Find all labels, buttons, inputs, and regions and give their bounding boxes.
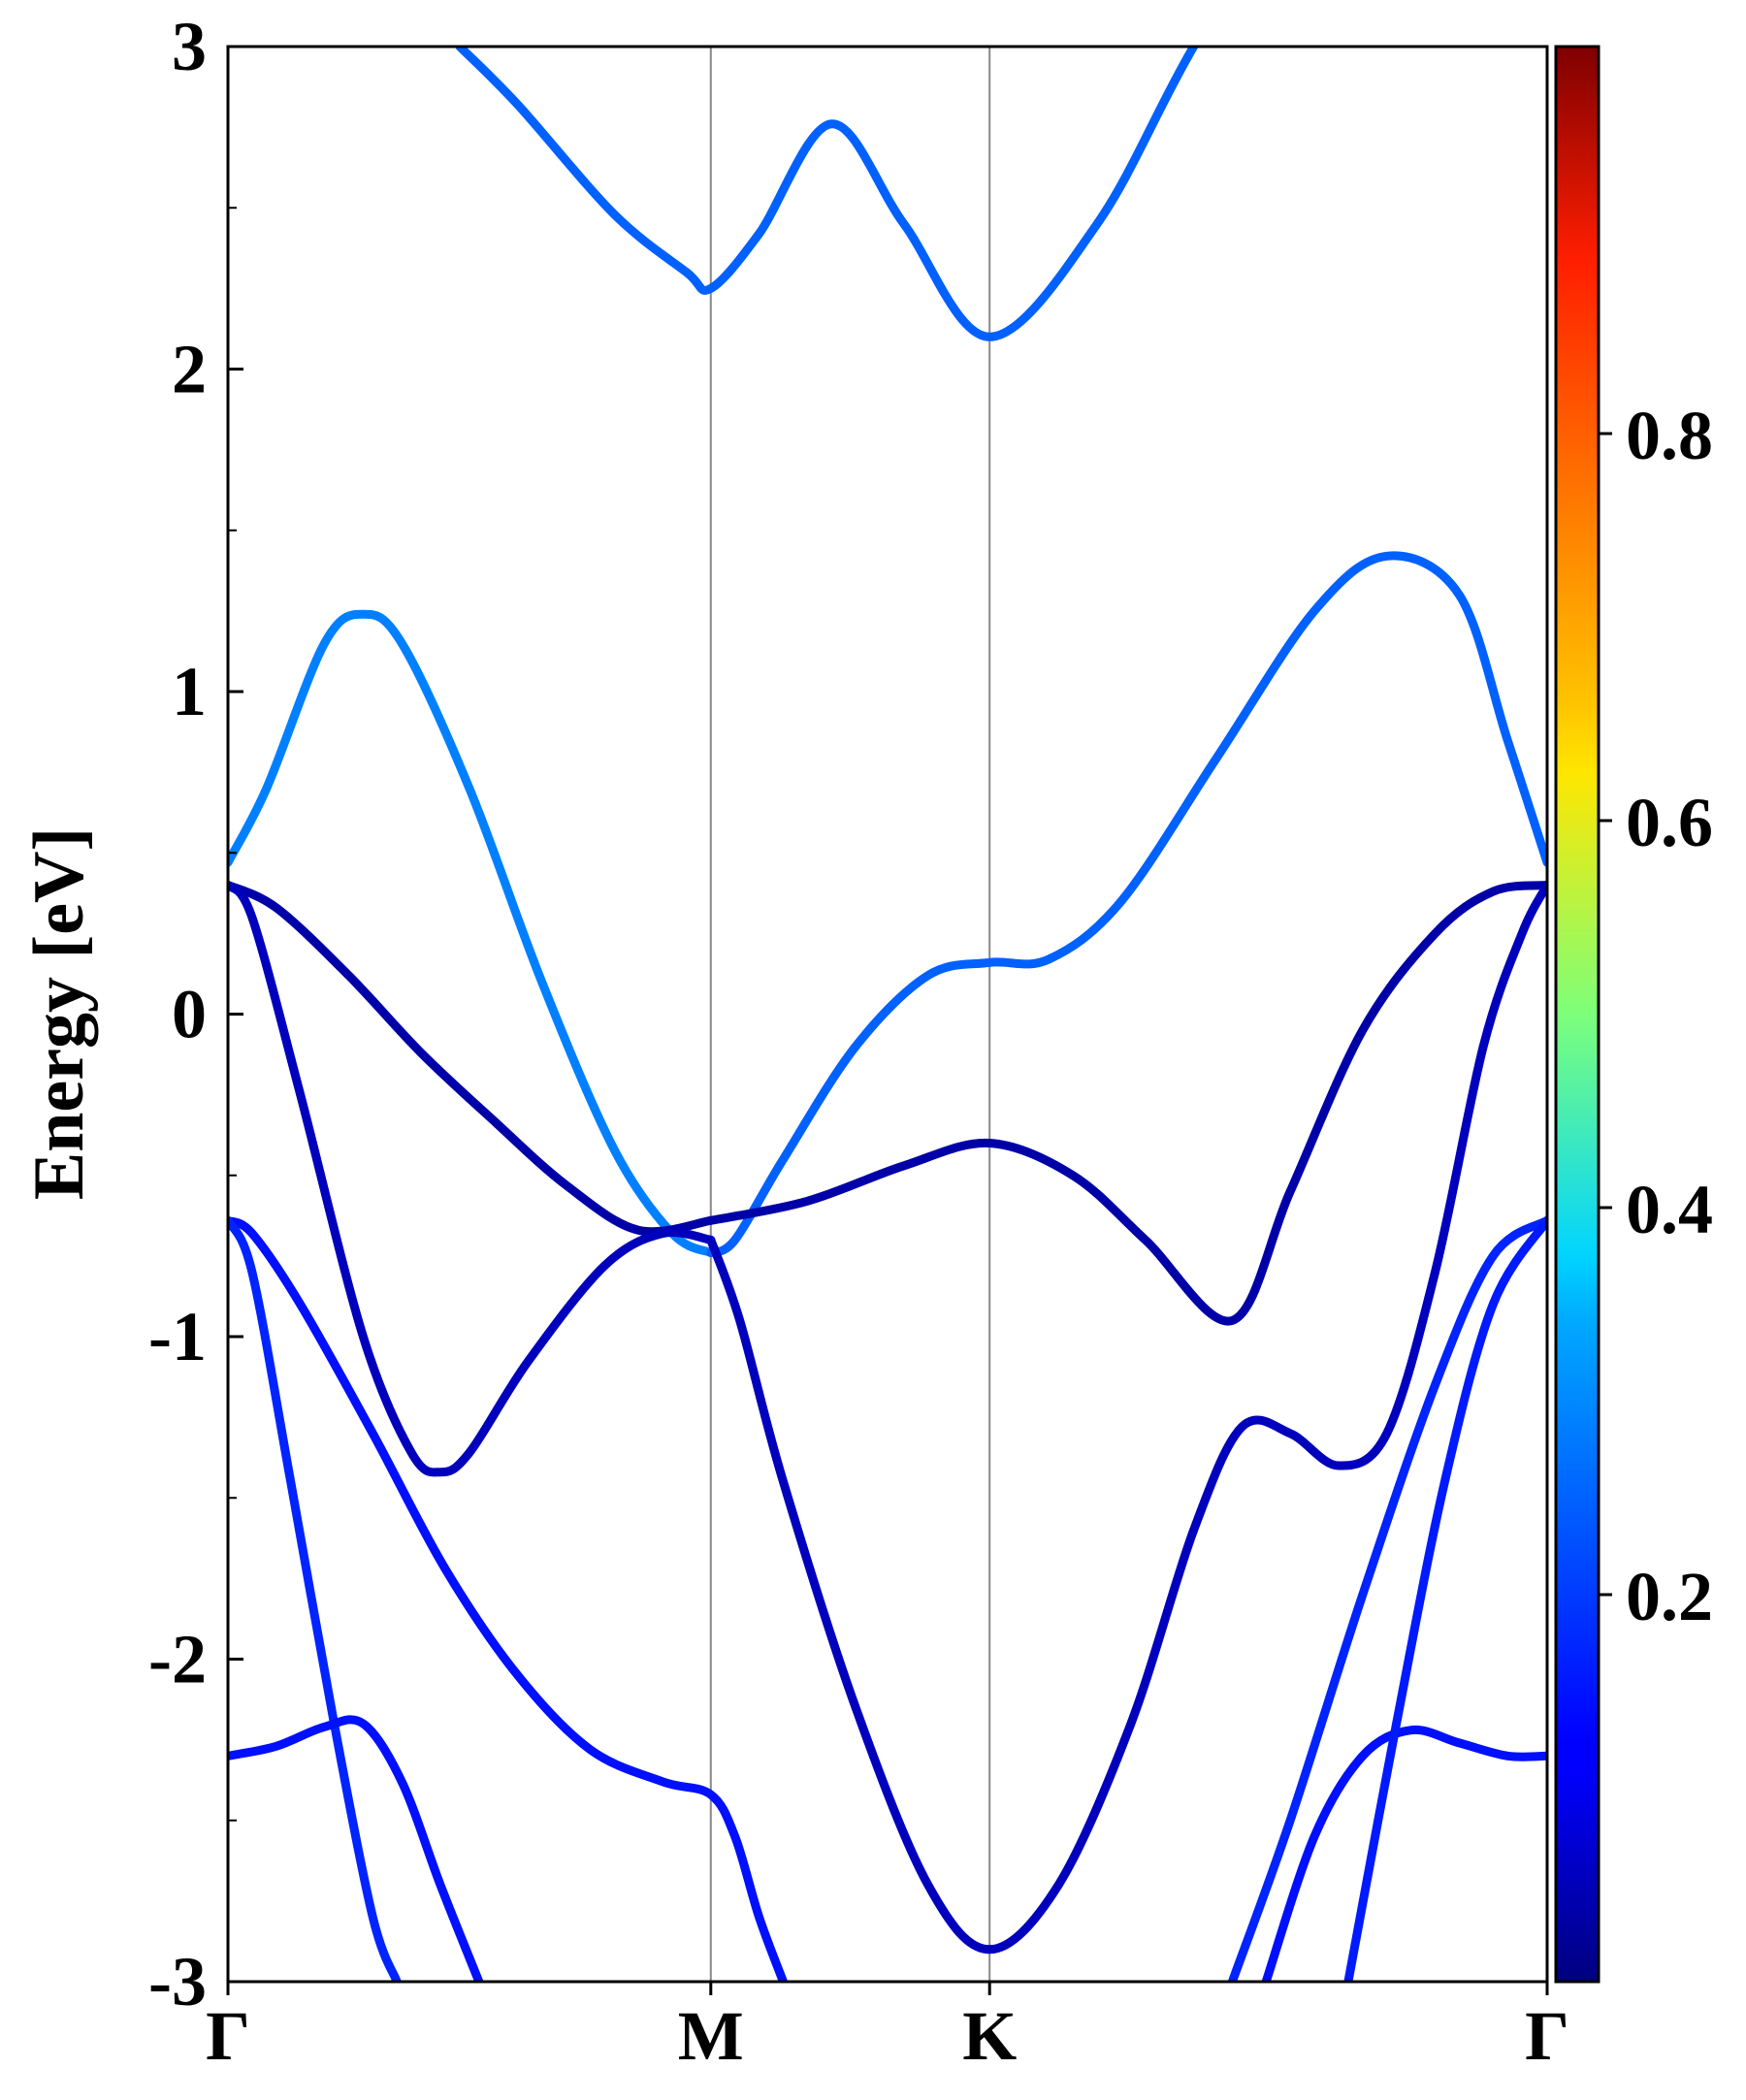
bands [228,47,1547,1982]
colorbar: 0.2 0.4 0.6 0.8 [1554,45,1713,1984]
band-line-8 [228,1215,788,1982]
colorbar-gradient [1554,45,1600,1984]
high-symmetry-lines [709,47,991,1982]
band-line-4 [228,881,716,1237]
y-axis: -3 -2 -1 0 1 2 3 [148,8,243,2020]
colorbar-tick-label: 0.8 [1626,397,1713,474]
y-tick-label: 0 [172,976,207,1053]
colorbar-tick-label: 0.6 [1626,784,1713,861]
band-line-7 [706,881,1547,1955]
band-line-1 [455,47,1199,341]
y-tick-label: 1 [172,653,207,730]
band-line-9 [228,1215,402,1982]
colorbar-tick-label: 0.2 [1626,1558,1713,1635]
band-line-5 [706,881,1547,1326]
x-tick-label: M [678,1997,744,2075]
band-line-2 [228,609,716,1258]
x-tick-label: K [962,1997,1017,2075]
y-axis-label: Energy [eV] [19,827,99,1200]
y-tick-label: -2 [148,1621,207,1698]
band-line-10 [228,1715,484,1982]
colorbar-ticks: 0.2 0.4 0.6 0.8 [1599,397,1713,1635]
band-line-6 [228,881,716,1477]
colorbar-tick-label: 0.4 [1626,1171,1713,1248]
y-tick-label: 3 [172,8,207,85]
band-line-13 [1343,1215,1547,1982]
x-tick-label: Γ [1525,1997,1569,2075]
band-line-3 [706,551,1547,1258]
y-tick-label: -1 [148,1298,207,1375]
y-tick-label: -3 [148,1943,207,2020]
band-line-11 [1227,1215,1547,1982]
y-tick-label: 2 [172,331,207,408]
x-tick-label: Γ [206,1997,250,2075]
